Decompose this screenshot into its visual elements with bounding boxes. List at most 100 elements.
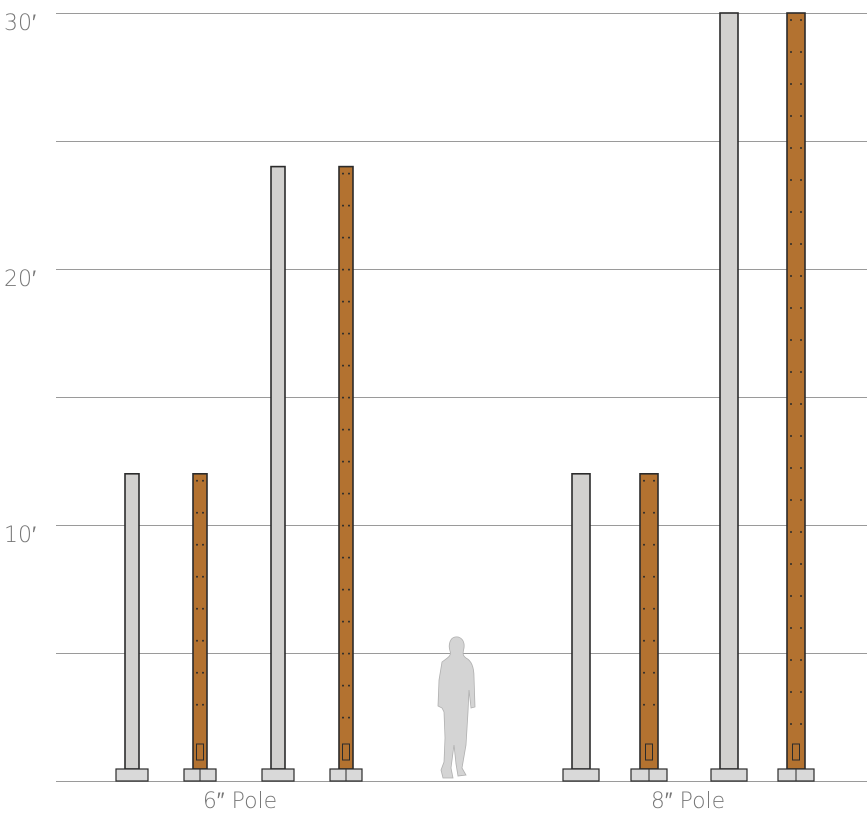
bolt-dot xyxy=(800,499,802,501)
bolt-dot xyxy=(790,659,792,661)
bolt-dot xyxy=(790,275,792,277)
bolt-dot xyxy=(643,511,645,514)
pole-shaft xyxy=(786,12,806,770)
bolt-dot xyxy=(196,543,198,546)
bolt-dot xyxy=(348,652,350,655)
pole-shaft xyxy=(192,472,208,770)
bolt-dot xyxy=(348,556,350,559)
bolt-dot xyxy=(790,51,792,53)
bolt-dot xyxy=(790,435,792,437)
bolt-dot xyxy=(790,211,792,213)
bolt-dot xyxy=(790,115,792,117)
bolt-dot xyxy=(342,556,344,559)
bolt-dot xyxy=(790,83,792,85)
bolt-dot xyxy=(653,607,655,610)
bolt-dot xyxy=(342,460,344,463)
access-panel xyxy=(645,743,653,761)
wood-pole xyxy=(630,472,668,782)
bolt-dot xyxy=(196,575,198,578)
pole-shaft xyxy=(338,165,354,770)
bolt-dot xyxy=(800,115,802,117)
bolt-dot xyxy=(348,428,350,431)
pole-shaft xyxy=(124,472,140,770)
human-silhouette xyxy=(437,636,476,779)
bolt-dot xyxy=(790,243,792,245)
pole-shaft xyxy=(639,472,659,770)
pole-shaft xyxy=(719,12,739,770)
height-tick-label: 10′ xyxy=(4,523,36,548)
base-plate xyxy=(710,768,748,782)
pole-shaft xyxy=(270,165,286,770)
bolt-dot xyxy=(800,83,802,85)
access-panel xyxy=(196,743,204,761)
bolt-dot xyxy=(348,332,350,335)
bolt-dot xyxy=(800,339,802,341)
pole-shaft xyxy=(571,472,591,770)
bolt-dot xyxy=(790,531,792,533)
bolt-dot xyxy=(800,435,802,437)
height-tick-label: 20′ xyxy=(4,267,36,292)
bolt-dot xyxy=(342,236,344,239)
bolt-dot xyxy=(800,563,802,565)
bolt-dot xyxy=(800,19,802,21)
bolt-dot xyxy=(800,179,802,181)
bolt-dot xyxy=(342,588,344,591)
bolt-dots xyxy=(790,19,802,725)
bolt-dot xyxy=(348,396,350,399)
bolt-dot xyxy=(800,403,802,405)
bolt-dot xyxy=(790,499,792,501)
bolt-dot xyxy=(342,428,344,431)
bolt-dot xyxy=(202,575,204,578)
base-plate xyxy=(261,768,295,782)
base-plate xyxy=(115,768,149,782)
bolt-dot xyxy=(790,339,792,341)
bolt-dot xyxy=(790,19,792,21)
bolt-dots xyxy=(342,172,350,719)
bolt-dot xyxy=(196,479,198,482)
bolt-dot xyxy=(342,684,344,687)
bolt-dot xyxy=(342,652,344,655)
bolt-dot xyxy=(800,531,802,533)
bolt-dot xyxy=(800,691,802,693)
bolt-dot xyxy=(653,671,655,674)
bolt-dot xyxy=(342,492,344,495)
bolt-dot xyxy=(342,364,344,367)
bolt-dots xyxy=(196,479,204,706)
bolt-dot xyxy=(196,671,198,674)
bolt-dot xyxy=(653,575,655,578)
bolt-dot xyxy=(342,300,344,303)
bolt-dot xyxy=(643,575,645,578)
bolt-dot xyxy=(342,204,344,207)
height-axis-labels: 30′ 20′ 10′ xyxy=(4,11,36,548)
bolt-dot xyxy=(342,396,344,399)
bolt-dot xyxy=(348,204,350,207)
bolt-dot xyxy=(800,51,802,53)
bolt-dot xyxy=(800,211,802,213)
poles xyxy=(115,12,815,782)
pole-group-label: 8″ Pole xyxy=(651,789,725,813)
bolt-dot xyxy=(653,479,655,482)
bolt-dot xyxy=(196,607,198,610)
steel-pole xyxy=(115,472,149,782)
bolt-dot xyxy=(348,300,350,303)
bolt-dot xyxy=(348,172,350,175)
bolt-dot xyxy=(643,639,645,642)
bolt-dot xyxy=(348,460,350,463)
wood-pole xyxy=(329,165,363,782)
bolt-dot xyxy=(342,524,344,527)
bolt-dot xyxy=(342,716,344,719)
bolt-dot xyxy=(800,595,802,597)
bolt-dot xyxy=(348,524,350,527)
bolt-dot xyxy=(348,716,350,719)
bolt-dot xyxy=(348,588,350,591)
bolt-dot xyxy=(653,511,655,514)
bolt-dot xyxy=(790,691,792,693)
gridlines xyxy=(56,13,867,782)
bolt-dot xyxy=(348,684,350,687)
bolt-dot xyxy=(800,307,802,309)
pole-group-label: 6″ Pole xyxy=(203,789,277,813)
bolt-dot xyxy=(653,703,655,706)
bolt-dot xyxy=(342,268,344,271)
steel-pole xyxy=(261,165,295,782)
